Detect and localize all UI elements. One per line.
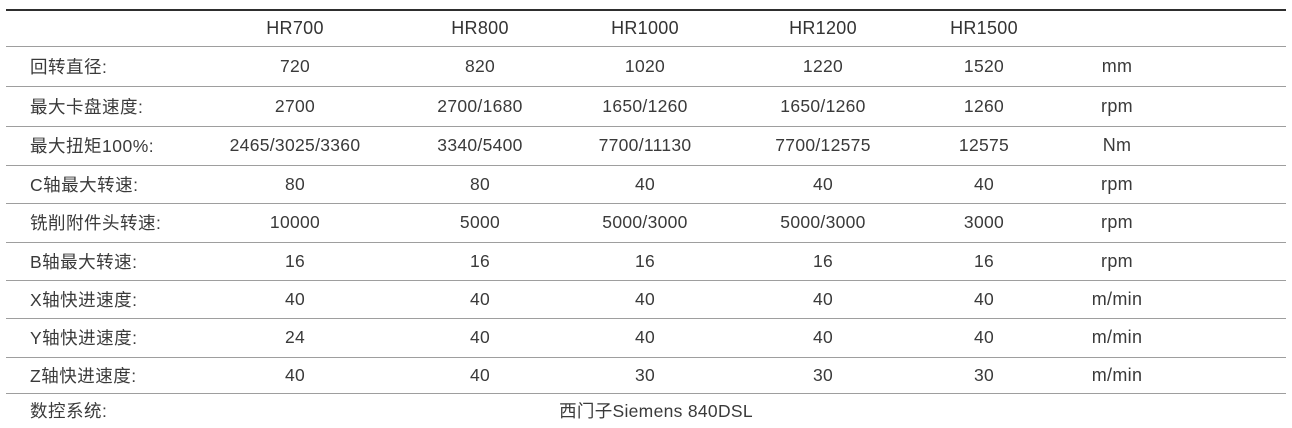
spec-row: 回转直径: 720 820 1020 1220 1520 mm [6, 45, 1286, 86]
row-unit: rpm [1037, 164, 1197, 203]
model-header: HR1200 [789, 17, 857, 38]
row-spacer [1197, 125, 1286, 165]
header-empty-cell [6, 10, 205, 46]
spec-row: Y轴快进速度: 24 40 40 40 40 m/min [6, 317, 1286, 357]
spec-value: 40 [205, 356, 385, 393]
spec-value: 40 [205, 279, 385, 318]
spec-value: 3000 [931, 202, 1037, 242]
spec-value: 40 [575, 317, 715, 357]
spec-value: 16 [385, 241, 575, 280]
spec-value: 5000/3000 [575, 202, 715, 242]
spec-value: 30 [931, 356, 1037, 393]
spec-value: 40 [385, 317, 575, 357]
spec-row: 铣削附件头转速: 10000 5000 5000/3000 5000/3000 … [6, 202, 1286, 242]
spec-value: 40 [715, 317, 931, 357]
spec-value: 1260 [931, 85, 1037, 126]
spec-value: 1650/1260 [575, 85, 715, 126]
cnc-system-value: 西门子Siemens 840DSL [205, 392, 1197, 428]
row-label: 回转直径: [6, 45, 205, 86]
model-header: HR800 [451, 17, 509, 38]
row-unit: m/min [1037, 356, 1197, 393]
row-label: C轴最大转速: [6, 164, 205, 203]
spec-value: 2465/3025/3360 [205, 125, 385, 165]
spec-value: 24 [205, 317, 385, 357]
row-spacer [1197, 202, 1286, 242]
row-unit: rpm [1037, 85, 1197, 126]
row-unit: Nm [1037, 125, 1197, 165]
spec-value: 7700/12575 [715, 125, 931, 165]
spec-value: 1020 [575, 45, 715, 86]
spec-value: 40 [931, 279, 1037, 318]
footer-spacer [1197, 392, 1286, 428]
spec-value: 16 [205, 241, 385, 280]
header-spacer [1197, 10, 1286, 46]
row-spacer [1197, 279, 1286, 318]
spec-value: 40 [715, 164, 931, 203]
model-header-row: HR700 HR800 HR1000 HR1200 HR1500 [6, 10, 1286, 46]
spec-sheet-page: HR700 HR800 HR1000 HR1200 HR1500 回转直径: 7… [0, 9, 1292, 428]
spec-value: 12575 [931, 125, 1037, 165]
row-unit: m/min [1037, 279, 1197, 318]
model-header: HR1500 [950, 17, 1018, 38]
spec-value: 30 [575, 356, 715, 393]
row-spacer [1197, 241, 1286, 280]
row-spacer [1197, 164, 1286, 203]
row-label: Y轴快进速度: [6, 317, 205, 357]
row-spacer [1197, 85, 1286, 126]
row-label: Z轴快进速度: [6, 356, 205, 393]
spec-value: 40 [575, 279, 715, 318]
spec-row: B轴最大转速: 16 16 16 16 16 rpm [6, 241, 1286, 280]
spec-value: 40 [931, 164, 1037, 203]
spec-row: Z轴快进速度: 40 40 30 30 30 m/min [6, 356, 1286, 393]
spec-value: 7700/11130 [575, 125, 715, 165]
spec-value: 10000 [205, 202, 385, 242]
spec-value: 30 [715, 356, 931, 393]
spec-value: 2700 [205, 85, 385, 126]
row-spacer [1197, 356, 1286, 393]
spec-value: 16 [715, 241, 931, 280]
row-unit: rpm [1037, 202, 1197, 242]
row-unit: rpm [1037, 241, 1197, 280]
row-spacer [1197, 317, 1286, 357]
spec-value: 2700/1680 [385, 85, 575, 126]
spec-value: 40 [931, 317, 1037, 357]
spec-value: 80 [205, 164, 385, 203]
spec-value: 1220 [715, 45, 931, 86]
row-unit: m/min [1037, 317, 1197, 357]
spec-row: 最大扭矩100%: 2465/3025/3360 3340/5400 7700/… [6, 125, 1286, 165]
spec-value: 40 [575, 164, 715, 203]
spec-value: 820 [385, 45, 575, 86]
spec-value: 40 [715, 279, 931, 318]
model-header: HR700 [266, 17, 324, 38]
spec-value: 40 [385, 279, 575, 318]
row-label: X轴快进速度: [6, 279, 205, 318]
cnc-system-row: 数控系统: 西门子Siemens 840DSL [6, 392, 1286, 428]
spec-value: 16 [575, 241, 715, 280]
row-label: B轴最大转速: [6, 241, 205, 280]
spec-value: 5000/3000 [715, 202, 931, 242]
spec-value: 1520 [931, 45, 1037, 86]
spec-row: C轴最大转速: 80 80 40 40 40 rpm [6, 164, 1286, 203]
header-unit-empty-cell [1037, 10, 1197, 46]
spec-row: 最大卡盘速度: 2700 2700/1680 1650/1260 1650/12… [6, 85, 1286, 126]
row-spacer [1197, 45, 1286, 86]
row-label: 铣削附件头转速: [6, 202, 205, 242]
row-label: 最大扭矩100%: [6, 125, 205, 165]
spec-value: 5000 [385, 202, 575, 242]
spec-value: 720 [205, 45, 385, 86]
spec-value: 3340/5400 [385, 125, 575, 165]
spec-value: 80 [385, 164, 575, 203]
model-header: HR1000 [611, 17, 679, 38]
spec-value: 16 [931, 241, 1037, 280]
spec-value: 1650/1260 [715, 85, 931, 126]
row-label: 最大卡盘速度: [6, 85, 205, 126]
row-label: 数控系统: [6, 392, 205, 428]
row-unit: mm [1037, 45, 1197, 86]
spec-table: HR700 HR800 HR1000 HR1200 HR1500 回转直径: 7… [6, 9, 1286, 428]
spec-value: 40 [385, 356, 575, 393]
spec-row: X轴快进速度: 40 40 40 40 40 m/min [6, 279, 1286, 318]
